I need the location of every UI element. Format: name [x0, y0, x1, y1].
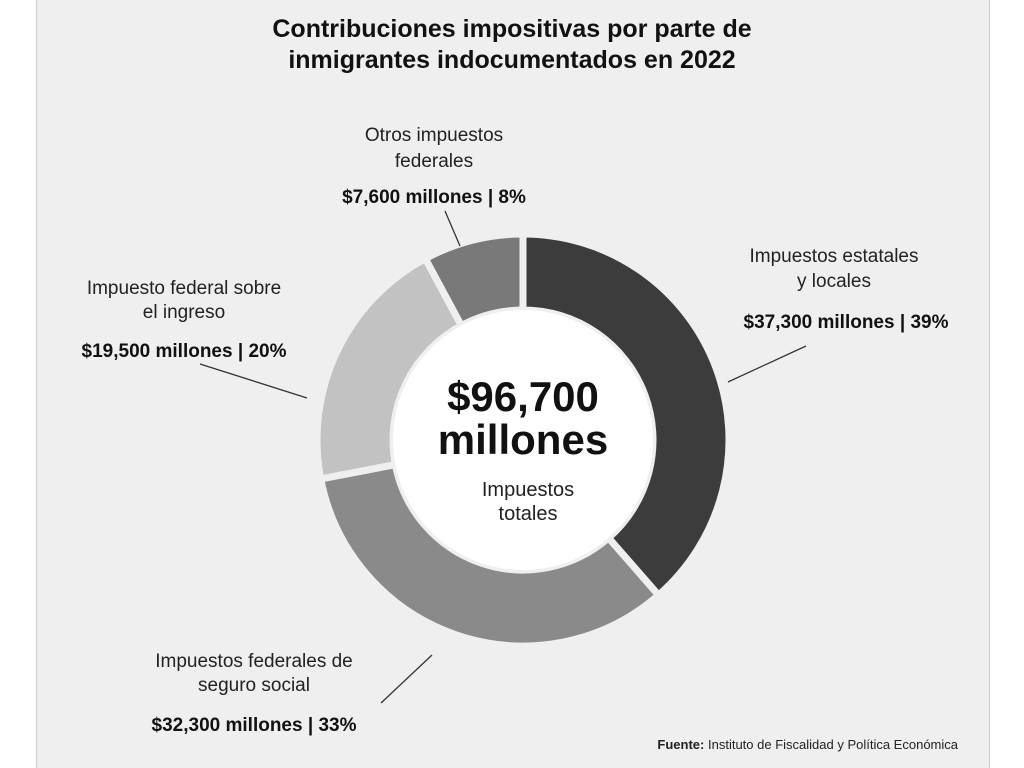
center-caption-line-2: totales — [499, 503, 558, 525]
center-total-line-2: millones — [438, 416, 608, 463]
leader-line-seguro-social — [380, 654, 433, 704]
slice-value-seguro-social: $32,300 millones | 33% — [152, 715, 357, 736]
slice-label-seguro-social-line-1: Impuestos federales de — [155, 651, 353, 672]
slice-value-estatales: $37,300 millones | 39% — [744, 312, 949, 333]
center-caption-line-1: Impuestos — [482, 479, 574, 501]
chart-title-line-2: inmigrantes indocumentados en 2022 — [288, 46, 736, 74]
slice-value-otros: $7,600 millones | 8% — [342, 187, 526, 208]
source-label: Fuente: — [657, 737, 705, 752]
source-note: Fuente: Instituto de Fiscalidad y Políti… — [657, 737, 958, 752]
leader-line-ingreso — [199, 363, 308, 399]
chart-title-line-1: Contribuciones impositivas por parte de — [272, 15, 752, 43]
donut-hole — [393, 310, 653, 570]
slice-label-estatales-line-1: Impuestos estatales — [750, 246, 919, 267]
slice-label-ingreso-line-1: Impuesto federal sobre — [87, 278, 281, 299]
source-text: Instituto de Fiscalidad y Política Econó… — [707, 737, 958, 752]
chart-title: Contribuciones impositivas por parte de … — [36, 14, 988, 76]
slice-label-estatales-line-2: y locales — [797, 271, 871, 292]
leader-line-estatales — [727, 345, 807, 383]
slice-label-seguro-social-line-2: seguro social — [198, 675, 310, 696]
slice-value-ingreso: $19,500 millones | 20% — [82, 341, 287, 362]
slice-label-otros-line-2: federales — [395, 151, 473, 172]
center-total-line-1: $96,700 — [447, 373, 599, 420]
slice-label-otros-line-1: Otros impuestos — [365, 125, 503, 146]
slice-label-ingreso-line-2: el ingreso — [143, 302, 225, 323]
leader-line-otros — [444, 210, 461, 247]
